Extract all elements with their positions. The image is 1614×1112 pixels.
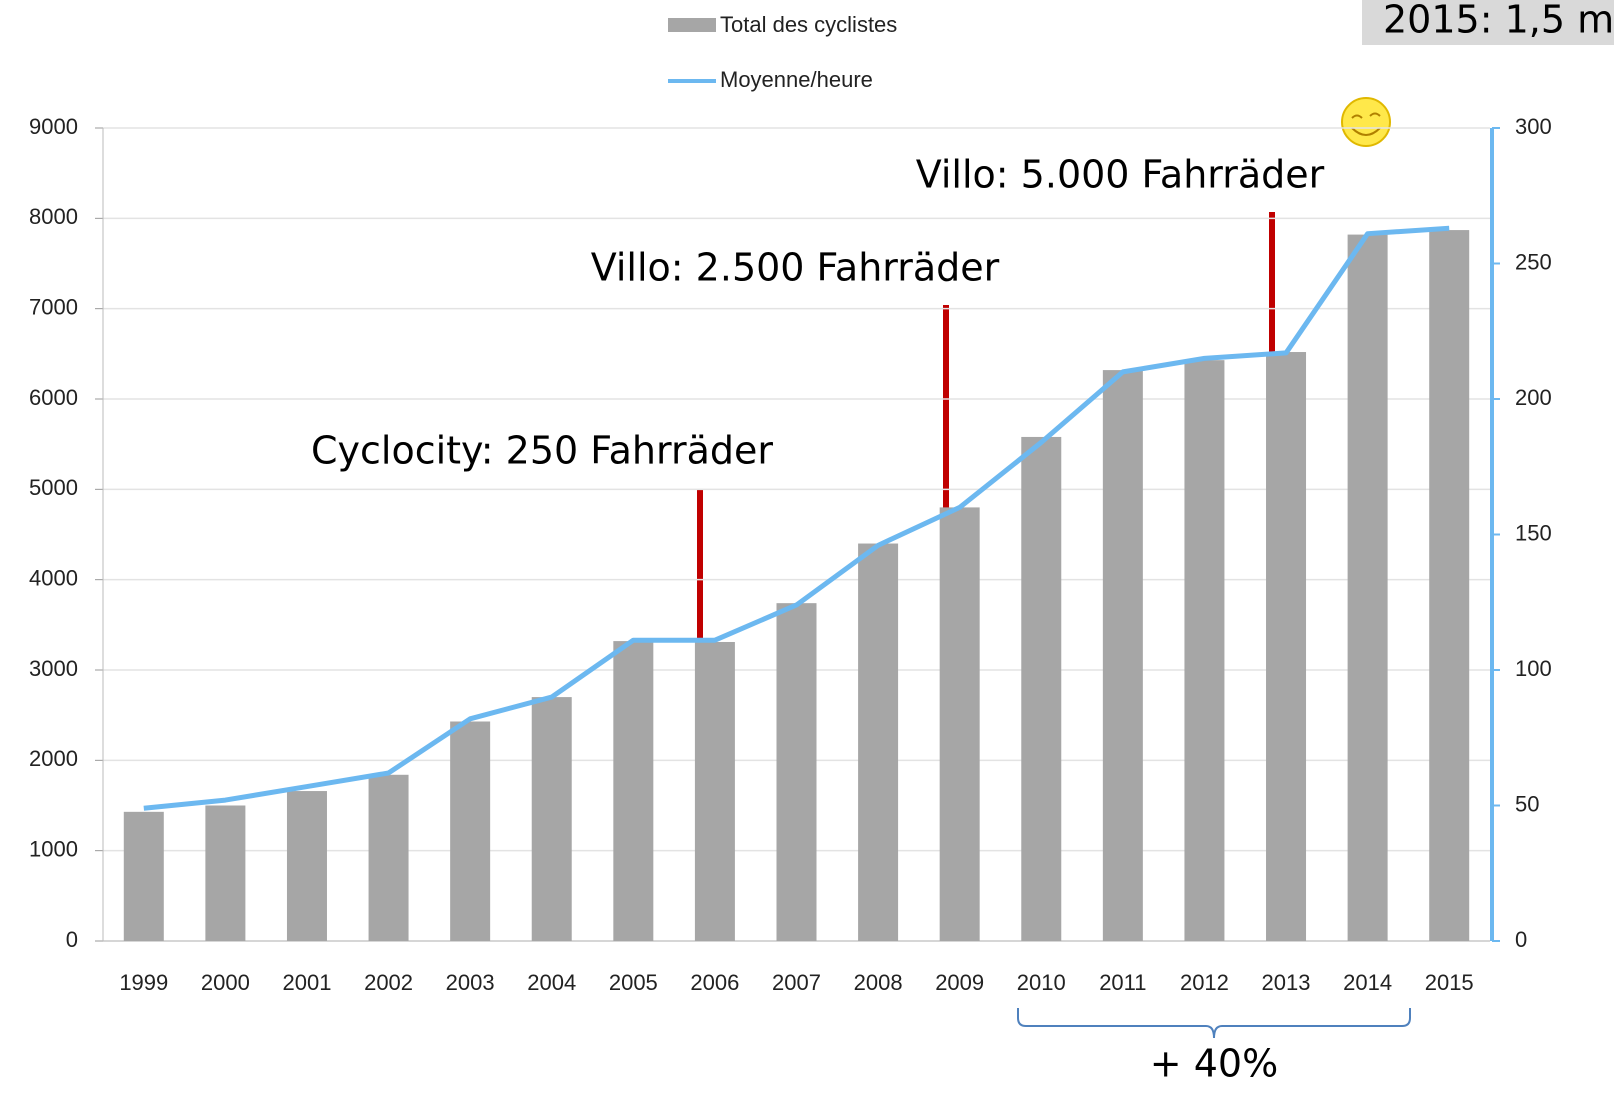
legend-label: Moyenne/heure [720, 67, 873, 92]
x-tick-label: 2014 [1343, 970, 1392, 995]
y-tick-label: 0 [66, 927, 78, 952]
y2-tick-label: 200 [1515, 385, 1552, 410]
y-tick-label: 8000 [29, 204, 78, 229]
bar [368, 774, 409, 941]
y-tick-label: 6000 [29, 385, 78, 410]
annotation: Villo: 5.000 Fahrräder [916, 153, 1325, 197]
legend-label: Total des cyclistes [720, 12, 897, 37]
x-tick-label: 2012 [1180, 970, 1229, 995]
annotation: + 40% [1150, 1042, 1278, 1086]
x-tick-label: 2010 [1017, 970, 1066, 995]
x-tick-label: 2007 [772, 970, 821, 995]
bar [1266, 352, 1307, 941]
y-tick-label: 4000 [29, 565, 78, 590]
note-box [1362, 0, 1614, 45]
bar [694, 641, 735, 941]
x-tick-label: 2009 [935, 970, 984, 995]
bracket [1017, 1008, 1411, 1039]
bar [858, 543, 899, 941]
bar [1429, 230, 1470, 941]
x-tick-label: 2013 [1262, 970, 1311, 995]
bar [286, 791, 327, 941]
x-tick-label: 2004 [527, 970, 576, 995]
bar [531, 697, 572, 941]
y-tick-label: 1000 [29, 836, 78, 861]
x-tick-label: 2003 [446, 970, 495, 995]
x-tick-label: 2015 [1425, 970, 1474, 995]
x-tick-label: 2011 [1099, 970, 1146, 995]
y2-tick-label: 250 [1515, 249, 1552, 274]
x-tick-label: 2000 [201, 970, 250, 995]
bar [939, 507, 980, 941]
y2-tick-label: 150 [1515, 520, 1552, 545]
annotation: Cyclocity: 250 Fahrräder [311, 429, 773, 473]
y-tick-label: 3000 [29, 656, 78, 681]
y2-tick-label: 100 [1515, 656, 1552, 681]
y-tick-label: 2000 [29, 746, 78, 771]
bar [1102, 370, 1143, 941]
bar [450, 721, 491, 941]
x-tick-label: 2008 [854, 970, 903, 995]
bar [123, 811, 164, 941]
y-tick-label: 7000 [29, 294, 78, 319]
bar [613, 641, 654, 941]
annotation: 2015: 1,5 mln [1383, 0, 1614, 42]
annotation: Villo: 2.500 Fahrräder [591, 246, 1000, 290]
bar [1021, 436, 1062, 941]
y2-tick-label: 0 [1515, 927, 1527, 952]
y-tick-label: 5000 [29, 475, 78, 500]
bar [1347, 234, 1388, 942]
legend-swatch [668, 18, 716, 32]
y2-tick-label: 50 [1515, 791, 1539, 816]
x-tick-label: 2006 [690, 970, 739, 995]
x-tick-label: 2005 [609, 970, 658, 995]
bar [1184, 360, 1225, 941]
bar [776, 603, 817, 941]
bar [205, 805, 246, 941]
y2-tick-label: 300 [1515, 114, 1552, 139]
x-tick-label: 2001 [282, 970, 331, 995]
line [143, 225, 1450, 811]
x-tick-label: 1999 [119, 970, 168, 995]
x-tick-label: 2002 [364, 970, 413, 995]
sun-icon [1341, 97, 1391, 147]
y-tick-label: 9000 [29, 114, 78, 139]
